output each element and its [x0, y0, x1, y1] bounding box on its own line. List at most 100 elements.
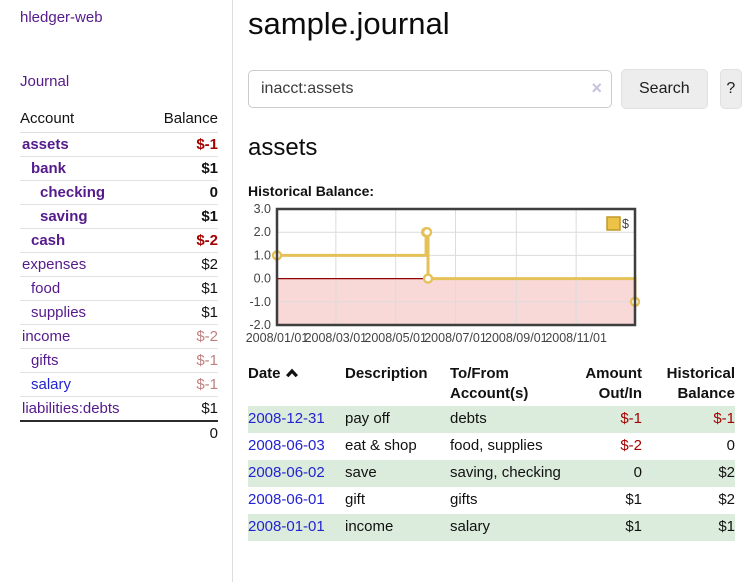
svg-text:-2.0: -2.0	[249, 318, 271, 332]
account-row: gifts $-1	[20, 348, 218, 373]
account-balance: $-2	[148, 324, 218, 349]
accounts-header-account: Account	[20, 107, 149, 133]
main-content: sample.journal × Search ? assets Histori…	[233, 0, 742, 582]
account-link[interactable]: checking	[40, 184, 106, 201]
account-link[interactable]: liabilities:debts	[22, 400, 120, 417]
search-bar: × Search ?	[248, 69, 742, 109]
account-row: bank $1	[20, 156, 218, 181]
search-input[interactable]	[248, 70, 612, 108]
register-header-row: Date Description To/From Account(s) Amou…	[248, 362, 735, 406]
transaction-amount: 0	[633, 464, 642, 481]
register-table: Date Description To/From Account(s) Amou…	[248, 362, 735, 541]
register-row: 2008-06-02 save saving, checking 0 $2	[248, 460, 735, 487]
account-link[interactable]: gifts	[31, 352, 59, 369]
account-row: expenses $2	[20, 252, 218, 277]
account-link[interactable]: expenses	[22, 256, 87, 273]
transaction-amount: $-2	[620, 437, 642, 454]
transaction-date-link[interactable]: 2008-12-31	[248, 410, 325, 427]
transaction-accounts: gifts	[450, 491, 478, 508]
register-row: 2008-01-01 income salary $1 $1	[248, 514, 735, 541]
svg-text:2008/01/01: 2008/01/01	[246, 331, 309, 345]
accounts-total-spacer	[20, 420, 149, 445]
account-row: cash $-2	[20, 228, 218, 253]
accounts-table: Account Balance assets $-1 bank $1 checking 0…	[20, 107, 218, 445]
account-row: liabilities:debts $1	[20, 396, 218, 422]
transaction-date-link[interactable]: 2008-06-03	[248, 437, 325, 454]
account-balance: $-1	[148, 132, 218, 157]
account-row: income $-2	[20, 324, 218, 349]
transaction-date-link[interactable]: 2008-06-02	[248, 464, 325, 481]
account-link[interactable]: supplies	[31, 304, 87, 321]
account-row: checking 0	[20, 180, 218, 205]
svg-text:3.0: 3.0	[254, 203, 271, 216]
transaction-amount: $-1	[620, 410, 642, 427]
register-header-date[interactable]: Date	[248, 362, 345, 406]
account-link[interactable]: income	[22, 328, 71, 345]
account-balance: $1	[148, 300, 218, 325]
register-row: 2008-06-01 gift gifts $1 $2	[248, 487, 735, 514]
account-balance: $1	[148, 396, 218, 422]
transaction-balance: 0	[726, 437, 735, 454]
svg-text:2008/07/01: 2008/07/01	[424, 331, 487, 345]
account-row: salary $-1	[20, 372, 218, 397]
account-link[interactable]: salary	[31, 376, 72, 393]
transaction-date-link[interactable]: 2008-01-01	[248, 518, 325, 535]
svg-text:$: $	[622, 217, 629, 231]
account-balance: $1	[148, 276, 218, 301]
transaction-description: eat & shop	[345, 437, 417, 454]
date-header-label: Date	[248, 365, 281, 382]
transaction-balance: $1	[718, 518, 735, 535]
transaction-accounts: salary	[450, 518, 491, 535]
register-row: 2008-12-31 pay off debts $-1 $-1	[248, 406, 735, 433]
transaction-description: pay off	[345, 410, 390, 427]
account-row: saving $1	[20, 204, 218, 229]
register-header-description: Description	[345, 365, 428, 382]
search-box: ×	[248, 70, 612, 108]
accounts-header-balance: Balance	[148, 107, 218, 133]
account-row: supplies $1	[20, 300, 218, 325]
page-title: sample.journal	[248, 6, 450, 41]
transaction-amount: $1	[625, 518, 642, 535]
accounts-total-row: 0	[20, 420, 218, 445]
accounts-total-value: 0	[148, 420, 218, 445]
svg-text:2008/09/01: 2008/09/01	[485, 331, 548, 345]
account-balance: $-1	[148, 348, 218, 373]
transaction-description: save	[345, 464, 377, 481]
transaction-balance: $2	[718, 464, 735, 481]
account-row: food $1	[20, 276, 218, 301]
account-heading: assets	[248, 134, 318, 161]
chart-title: Historical Balance:	[248, 183, 375, 199]
svg-text:1.0: 1.0	[254, 248, 271, 262]
sidebar: hledger-web Journal Account Balance asse…	[0, 0, 233, 582]
sidebar-item-journal[interactable]: Journal	[20, 73, 70, 90]
transaction-date-link[interactable]: 2008-06-01	[248, 491, 325, 508]
app-title-link[interactable]: hledger-web	[20, 9, 103, 26]
register-header-amount: Amount Out/In	[585, 365, 642, 402]
register-row: 2008-06-03 eat & shop food, supplies $-2 0	[248, 433, 735, 460]
accounts-header-row: Account Balance	[20, 107, 218, 133]
account-balance: $-1	[148, 372, 218, 397]
svg-text:2008/03/01: 2008/03/01	[305, 331, 368, 345]
svg-text:-1.0: -1.0	[249, 295, 271, 309]
clear-search-icon[interactable]: ×	[591, 78, 602, 98]
account-balance: $-2	[148, 228, 218, 253]
search-button[interactable]: Search	[621, 69, 708, 109]
chevron-up-icon	[285, 364, 299, 384]
account-balance: $2	[148, 252, 218, 277]
account-link[interactable]: assets	[22, 136, 69, 153]
svg-text:2.0: 2.0	[254, 225, 271, 239]
account-link[interactable]: cash	[31, 232, 66, 249]
account-link[interactable]: food	[31, 280, 61, 297]
account-link[interactable]: saving	[40, 208, 88, 225]
register-header-accounts: To/From Account(s)	[450, 365, 529, 402]
transaction-accounts: saving, checking	[450, 464, 561, 481]
account-balance: 0	[148, 180, 218, 205]
account-link[interactable]: bank	[31, 160, 67, 177]
transaction-balance: $-1	[713, 410, 735, 427]
transaction-accounts: debts	[450, 410, 487, 427]
transaction-amount: $1	[625, 491, 642, 508]
transaction-accounts: food, supplies	[450, 437, 543, 454]
account-balance: $1	[148, 204, 218, 229]
transaction-description: income	[345, 518, 394, 535]
help-button[interactable]: ?	[719, 69, 742, 109]
